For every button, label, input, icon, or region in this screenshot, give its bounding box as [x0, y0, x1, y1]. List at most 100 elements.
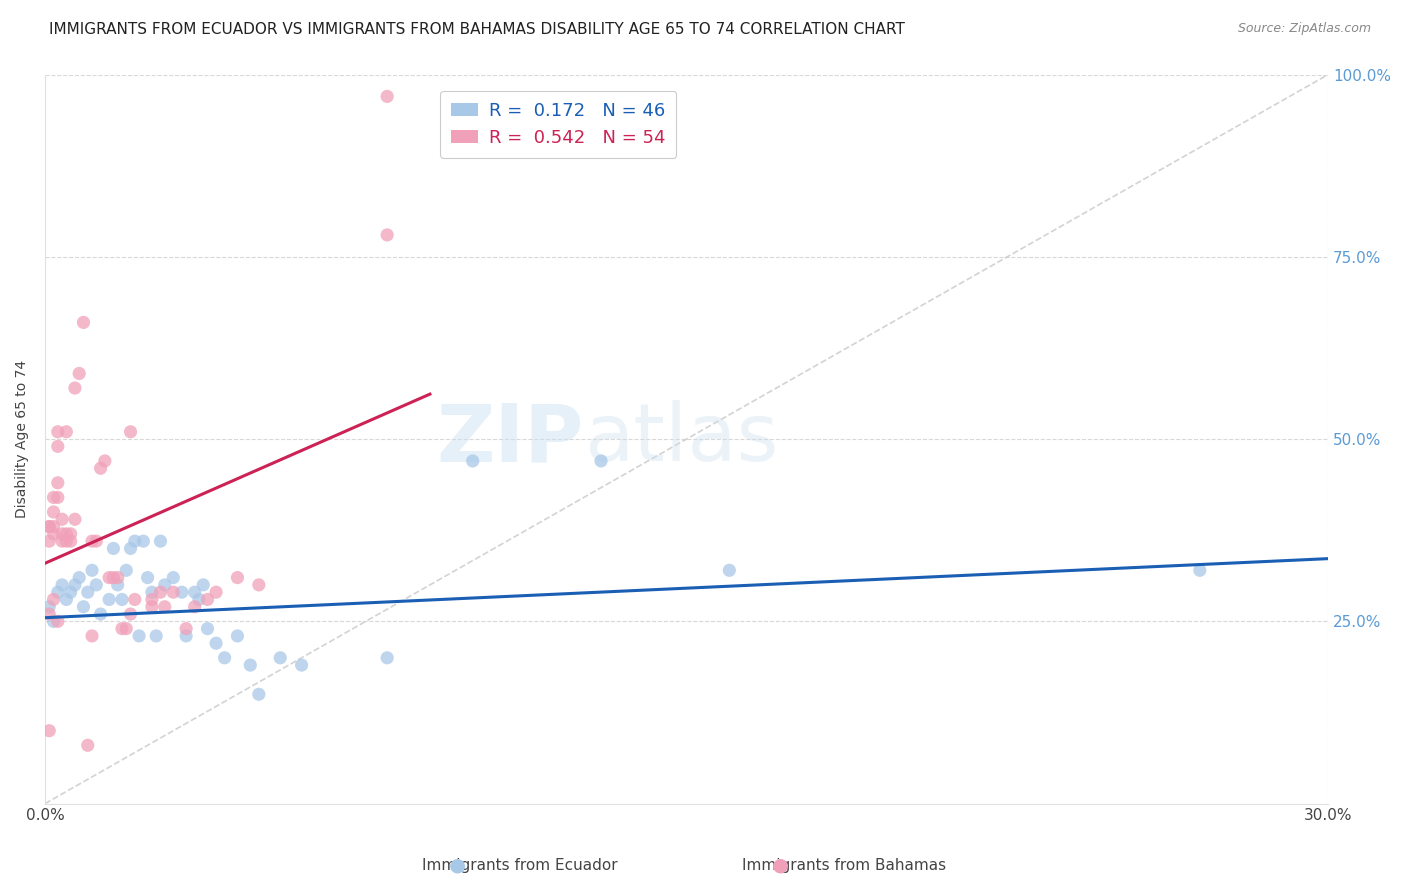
Point	[718, 563, 741, 577]
Text: ●: ●	[772, 855, 789, 875]
Point	[55, 534, 77, 549]
Point	[38, 519, 60, 533]
Point	[120, 425, 142, 439]
Point	[38, 723, 60, 738]
Point	[80, 629, 103, 643]
Point	[375, 650, 398, 665]
Point	[59, 534, 82, 549]
Point	[162, 571, 184, 585]
Point	[51, 512, 73, 526]
Point	[46, 475, 69, 490]
Point	[128, 629, 150, 643]
Point	[162, 585, 184, 599]
Point	[107, 578, 129, 592]
Point	[46, 585, 69, 599]
Point	[84, 534, 107, 549]
Point	[51, 534, 73, 549]
Point	[76, 739, 98, 753]
Point	[115, 622, 138, 636]
Point	[42, 519, 65, 533]
Point	[141, 599, 163, 614]
Point	[42, 615, 65, 629]
Point	[67, 367, 90, 381]
Point	[63, 512, 86, 526]
Point	[120, 607, 142, 621]
Text: atlas: atlas	[583, 401, 779, 478]
Point	[42, 491, 65, 505]
Point	[55, 425, 77, 439]
Point	[111, 592, 134, 607]
Point	[291, 658, 314, 673]
Point	[51, 578, 73, 592]
Point	[46, 439, 69, 453]
Point	[132, 534, 155, 549]
Point	[145, 629, 167, 643]
Point	[141, 585, 163, 599]
Text: Source: ZipAtlas.com: Source: ZipAtlas.com	[1237, 22, 1371, 36]
Point	[461, 454, 484, 468]
Point	[124, 592, 146, 607]
Legend: R =  0.172   N = 46, R =  0.542   N = 54: R = 0.172 N = 46, R = 0.542 N = 54	[440, 91, 676, 158]
Point	[153, 578, 176, 592]
Point	[46, 425, 69, 439]
Point	[214, 650, 236, 665]
Point	[149, 534, 172, 549]
Point	[63, 578, 86, 592]
Point	[124, 534, 146, 549]
Text: IMMIGRANTS FROM ECUADOR VS IMMIGRANTS FROM BAHAMAS DISABILITY AGE 65 TO 74 CORRE: IMMIGRANTS FROM ECUADOR VS IMMIGRANTS FR…	[49, 22, 905, 37]
Point	[38, 534, 60, 549]
Point	[183, 599, 205, 614]
Point	[149, 585, 172, 599]
Point	[80, 534, 103, 549]
Point	[90, 607, 112, 621]
Point	[76, 585, 98, 599]
Point	[174, 629, 197, 643]
Point	[55, 526, 77, 541]
Point	[205, 636, 228, 650]
Point	[120, 541, 142, 556]
Point	[269, 650, 291, 665]
Point	[197, 592, 219, 607]
Point	[72, 599, 94, 614]
Point	[375, 227, 398, 242]
Point	[205, 585, 228, 599]
Point	[183, 585, 205, 599]
Point	[247, 687, 270, 701]
Point	[63, 381, 86, 395]
Point	[103, 571, 125, 585]
Point	[247, 578, 270, 592]
Point	[174, 622, 197, 636]
Point	[153, 599, 176, 614]
Y-axis label: Disability Age 65 to 74: Disability Age 65 to 74	[15, 360, 30, 518]
Point	[46, 615, 69, 629]
Point	[188, 592, 211, 607]
Point	[42, 526, 65, 541]
Point	[136, 571, 159, 585]
Point	[375, 89, 398, 103]
Point	[98, 592, 121, 607]
Point	[115, 563, 138, 577]
Point	[94, 454, 117, 468]
Point	[103, 541, 125, 556]
Point	[38, 599, 60, 614]
Text: Immigrants from Bahamas: Immigrants from Bahamas	[741, 858, 946, 872]
Point	[42, 592, 65, 607]
Point	[107, 571, 129, 585]
Point	[51, 526, 73, 541]
Point	[226, 571, 249, 585]
Point	[42, 505, 65, 519]
Point	[59, 526, 82, 541]
Point	[170, 585, 193, 599]
Text: Immigrants from Ecuador: Immigrants from Ecuador	[422, 858, 619, 872]
Point	[98, 571, 121, 585]
Point	[55, 592, 77, 607]
Point	[59, 585, 82, 599]
Point	[84, 578, 107, 592]
Point	[239, 658, 262, 673]
Point	[193, 578, 215, 592]
Point	[1188, 563, 1211, 577]
Point	[72, 315, 94, 329]
Point	[80, 563, 103, 577]
Point	[67, 571, 90, 585]
Point	[197, 622, 219, 636]
